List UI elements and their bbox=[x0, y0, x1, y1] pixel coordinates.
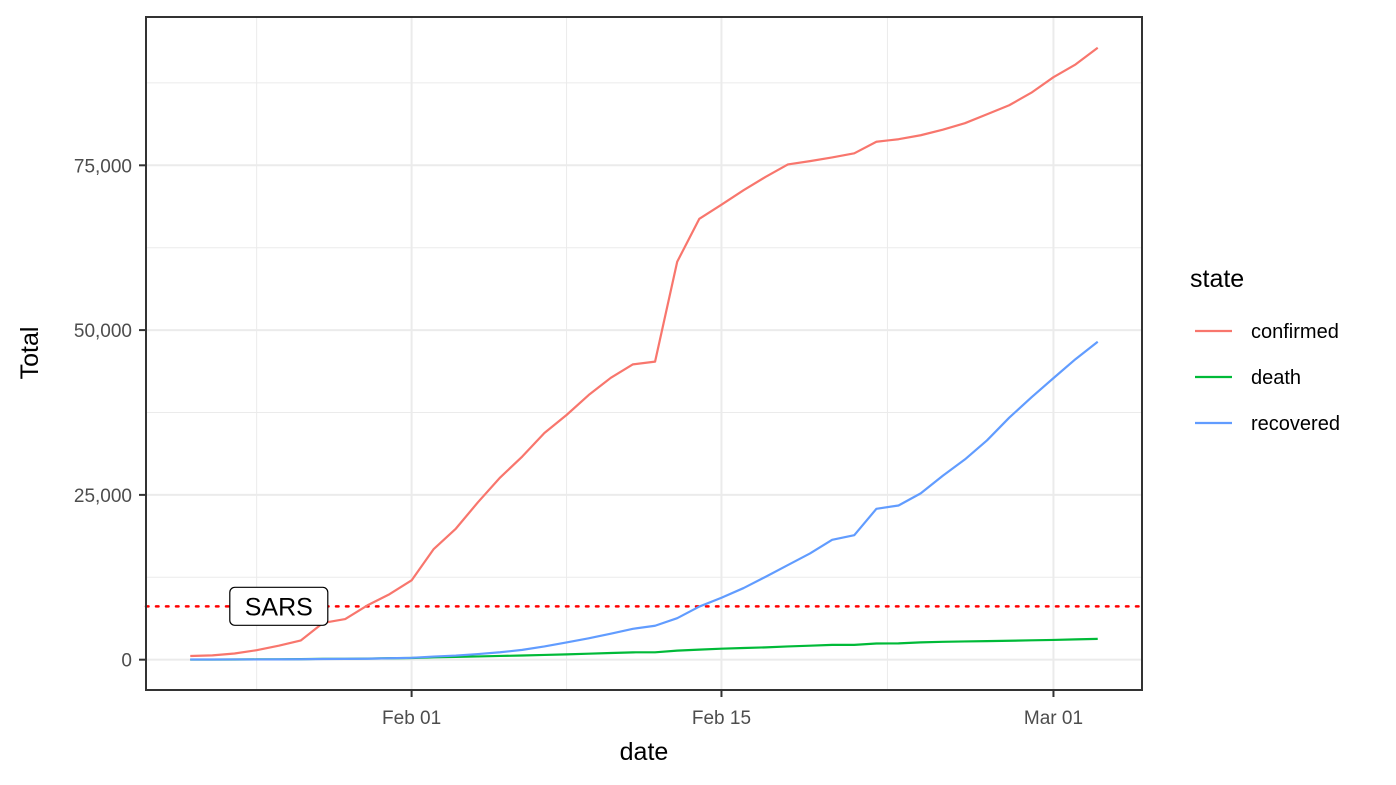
x-axis-ticks: Feb 01 Feb 15 Mar 01 bbox=[382, 690, 1083, 729]
sars-label-text: SARS bbox=[245, 593, 313, 621]
legend-items: confirmed death recovered bbox=[1195, 321, 1340, 435]
x-tick-label: Feb 01 bbox=[382, 708, 441, 729]
legend: state confirmed death recovered bbox=[1190, 265, 1340, 435]
legend-title: state bbox=[1190, 265, 1244, 293]
x-tick-label: Feb 15 bbox=[692, 708, 751, 729]
legend-label-confirmed: confirmed bbox=[1251, 321, 1339, 343]
series-line-recovered bbox=[190, 340, 1099, 661]
legend-label-death: death bbox=[1251, 367, 1301, 389]
y-tick-label: 50,000 bbox=[74, 321, 132, 342]
y-tick-label: 25,000 bbox=[74, 486, 132, 507]
annotation-label-group: SARS bbox=[229, 586, 329, 626]
minor-gridlines bbox=[146, 17, 1142, 690]
series-lines bbox=[190, 46, 1099, 661]
plot-panel-border bbox=[145, 16, 1143, 691]
sars-label-box bbox=[229, 586, 329, 626]
series-line-confirmed bbox=[190, 46, 1099, 658]
legend-label-recovered: recovered bbox=[1251, 413, 1340, 435]
y-axis-title: Total bbox=[16, 327, 44, 380]
y-axis-ticks: 0 25,000 50,000 75,000 bbox=[74, 156, 146, 672]
x-tick-label: Mar 01 bbox=[1024, 708, 1083, 729]
y-tick-label: 75,000 bbox=[74, 156, 132, 177]
major-gridlines bbox=[146, 17, 1142, 690]
y-tick-label: 0 bbox=[121, 651, 132, 672]
x-axis-title: date bbox=[620, 738, 669, 766]
